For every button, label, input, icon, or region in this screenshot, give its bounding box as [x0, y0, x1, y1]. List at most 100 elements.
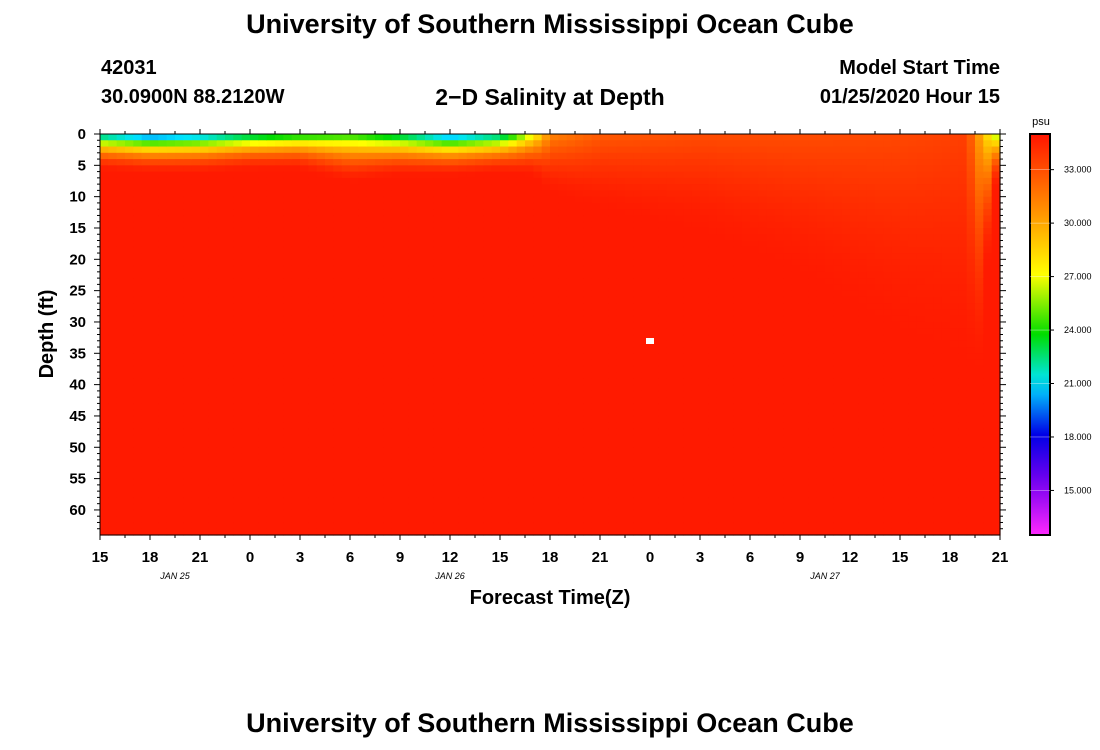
heatmap-cell — [525, 459, 534, 467]
heatmap-cell — [616, 422, 626, 430]
heatmap-cell — [483, 466, 493, 473]
heatmap-cell — [483, 390, 493, 398]
heatmap-cell — [291, 227, 301, 235]
heatmap-cell — [691, 296, 701, 304]
heatmap-cell — [375, 359, 384, 367]
heatmap-cell — [533, 209, 543, 217]
heatmap-cell — [116, 340, 126, 348]
heatmap-cell — [508, 278, 518, 285]
heatmap-cell — [466, 359, 476, 367]
heatmap-cell — [441, 378, 451, 386]
heatmap-cell — [600, 415, 609, 423]
heatmap-cell — [316, 347, 326, 354]
heatmap-cell — [700, 209, 709, 217]
heatmap-cell — [166, 159, 176, 166]
heatmap-cell — [341, 497, 351, 505]
heatmap-cell — [633, 503, 643, 511]
heatmap-cell — [416, 503, 426, 511]
heatmap-cell — [200, 184, 209, 191]
heatmap-cell — [658, 259, 668, 267]
heatmap-cell — [633, 365, 643, 373]
heatmap-cell — [308, 309, 318, 317]
heatmap-cell — [125, 278, 134, 285]
heatmap-cell — [108, 365, 118, 373]
heatmap-cell — [433, 140, 443, 148]
heatmap-cell — [241, 415, 251, 423]
heatmap-cell — [225, 359, 234, 367]
heatmap-cell — [566, 491, 576, 499]
heatmap-cell — [150, 190, 159, 198]
heatmap-cell — [475, 497, 484, 505]
heatmap-cell — [200, 484, 209, 492]
heatmap-cell — [191, 290, 201, 298]
heatmap-cell — [733, 397, 743, 405]
heatmap-cell — [500, 309, 509, 317]
heatmap-cell — [191, 271, 201, 279]
heatmap-cell — [158, 246, 168, 254]
heatmap-cell — [233, 303, 243, 311]
heatmap-cell — [475, 177, 484, 185]
heatmap-cell — [291, 309, 301, 317]
heatmap-cell — [250, 378, 259, 386]
heatmap-cell — [350, 378, 359, 386]
heatmap-cell — [141, 403, 151, 411]
heatmap-cell — [525, 472, 534, 480]
heatmap-cell — [258, 190, 268, 198]
heatmap-cell — [216, 509, 226, 517]
heatmap-cell — [575, 171, 584, 179]
heatmap-cell — [375, 309, 384, 317]
heatmap-cell — [708, 422, 718, 430]
heatmap-cell — [191, 422, 201, 430]
heatmap-cell — [225, 234, 234, 242]
heatmap-cell — [508, 353, 518, 361]
heatmap-cell — [250, 321, 259, 329]
heatmap-cell — [525, 415, 534, 423]
heatmap-cell — [275, 265, 284, 273]
heatmap-cell — [625, 491, 634, 499]
heatmap-cell — [441, 453, 451, 461]
heatmap-cell — [175, 221, 184, 229]
heatmap-cell — [233, 484, 243, 492]
heatmap-cell — [100, 303, 109, 311]
heatmap-cell — [608, 459, 618, 467]
heatmap-cell — [400, 303, 409, 311]
heatmap-cell — [241, 296, 251, 304]
heatmap-cell — [416, 441, 426, 448]
heatmap-cell — [741, 303, 751, 311]
heatmap-cell — [516, 165, 526, 173]
heatmap-cell — [533, 227, 543, 235]
heatmap-cell — [333, 303, 343, 311]
heatmap-cell — [591, 390, 601, 398]
heatmap-cell — [566, 165, 576, 173]
heatmap-cell — [225, 309, 234, 317]
heatmap-cell — [391, 390, 401, 398]
heatmap-cell — [541, 453, 551, 461]
heatmap-cell — [508, 422, 518, 430]
heatmap-cell — [325, 359, 334, 367]
heatmap-cell — [650, 315, 659, 323]
heatmap-cell — [325, 177, 334, 185]
heatmap-cell — [583, 378, 593, 386]
heatmap-cell — [125, 390, 134, 398]
heatmap-cell — [475, 296, 484, 304]
heatmap-cell — [625, 478, 634, 486]
heatmap-cell — [375, 365, 384, 373]
heatmap-cell — [166, 246, 176, 254]
heatmap-cell — [491, 315, 501, 323]
heatmap-cell — [358, 372, 368, 379]
heatmap-cell — [266, 209, 276, 217]
heatmap-cell — [425, 528, 434, 536]
heatmap-cell — [275, 146, 284, 154]
heatmap-cell — [541, 441, 551, 448]
heatmap-cell — [308, 240, 318, 248]
heatmap-cell — [275, 340, 284, 348]
heatmap-cell — [425, 284, 434, 292]
heatmap-cell — [650, 522, 659, 530]
heatmap-cell — [175, 253, 184, 260]
heatmap-cell — [741, 516, 751, 524]
heatmap-cell — [650, 459, 659, 467]
heatmap-cell — [116, 215, 126, 223]
heatmap-cell — [625, 415, 634, 423]
heatmap-cell — [200, 459, 209, 467]
heatmap-cell — [133, 278, 143, 285]
